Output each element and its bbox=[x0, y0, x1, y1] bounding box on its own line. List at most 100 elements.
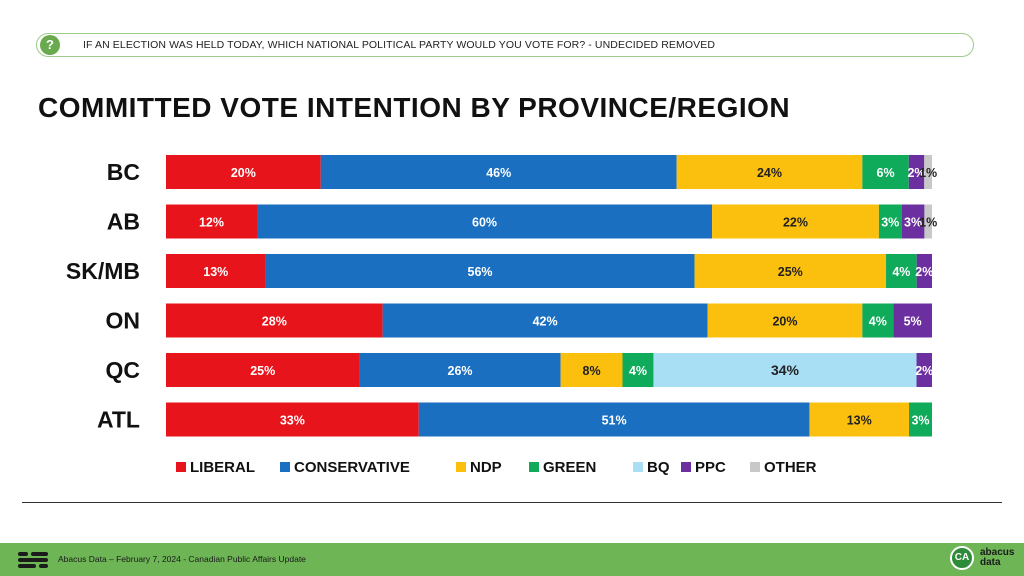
legend-item-green: GREEN bbox=[529, 459, 596, 476]
bar-sk-mb-ndp bbox=[694, 254, 887, 288]
data-label-bc-ndp: 24% bbox=[757, 166, 782, 180]
data-label-qc-ndp: 8% bbox=[583, 364, 601, 378]
bar-sk-mb-ppc bbox=[916, 254, 932, 288]
category-label-bc: BC bbox=[107, 159, 140, 185]
category-label-sk-mb: SK/MB bbox=[66, 258, 140, 284]
legend-label-conservative: CONSERVATIVE bbox=[294, 459, 410, 476]
footer-source: Abacus Data – February 7, 2024 - Canadia… bbox=[58, 554, 306, 564]
chart-title: COMMITTED VOTE INTENTION BY PROVINCE/REG… bbox=[38, 92, 791, 123]
bar-bc-liberal bbox=[166, 155, 321, 189]
abacus-logo-icon bbox=[18, 552, 48, 568]
data-label-ab-green: 3% bbox=[881, 216, 899, 230]
legend-item-other: OTHER bbox=[750, 459, 817, 476]
data-label-ab-conservative: 60% bbox=[472, 216, 497, 230]
legend-item-conservative: CONSERVATIVE bbox=[280, 459, 410, 476]
bar-qc-bq bbox=[653, 353, 917, 387]
legend-item-ppc: PPC bbox=[681, 459, 726, 476]
bar-ab-liberal bbox=[166, 204, 258, 239]
bar-atl-green bbox=[909, 402, 932, 437]
bar-qc-liberal bbox=[166, 353, 360, 387]
data-label-ab-ndp: 22% bbox=[783, 216, 808, 230]
category-label-qc: QC bbox=[106, 357, 141, 383]
bar-on-liberal bbox=[166, 303, 383, 338]
brand-line-1: abacus bbox=[980, 547, 1015, 558]
category-label-on: ON bbox=[106, 308, 141, 334]
legend-swatch-conservative bbox=[280, 462, 290, 472]
bar-ab-ndp bbox=[712, 204, 879, 239]
bar-on-ppc bbox=[893, 303, 932, 338]
data-label-atl-conservative: 51% bbox=[602, 414, 627, 428]
bar-bc-ppc bbox=[908, 155, 925, 189]
bar-qc-ppc bbox=[916, 353, 932, 387]
legend-swatch-other bbox=[750, 462, 760, 472]
data-label-qc-bq: 34% bbox=[771, 362, 800, 378]
bar-atl-conservative bbox=[418, 402, 810, 437]
data-label-sk-mb-ppc: 2% bbox=[915, 265, 933, 279]
bar-qc-green bbox=[622, 353, 654, 387]
footer: Abacus Data – February 7, 2024 - Canadia… bbox=[0, 543, 1024, 576]
data-label-on-conservative: 42% bbox=[533, 315, 558, 329]
category-label-ab: AB bbox=[107, 209, 140, 235]
data-label-ab-ppc: 3% bbox=[904, 216, 922, 230]
question-icon: ? bbox=[40, 35, 60, 55]
data-label-bc-ppc: 2% bbox=[907, 166, 925, 180]
legend-swatch-ppc bbox=[681, 462, 691, 472]
bar-ab-green bbox=[878, 204, 902, 239]
legend-item-ndp: NDP bbox=[456, 459, 502, 476]
bar-ab-conservative bbox=[257, 204, 713, 239]
bar-sk-mb-liberal bbox=[166, 254, 266, 288]
stacked-bar-chart: BC 20% 46% 24% 6% 2%1%AB 12% 60% 22% 3% 3%1%SK/MB 1… bbox=[66, 155, 937, 476]
data-label-on-ndp: 20% bbox=[772, 315, 797, 329]
data-label-bc-liberal: 20% bbox=[231, 166, 256, 180]
data-label-on-green: 4% bbox=[869, 315, 887, 329]
data-label-sk-mb-liberal: 13% bbox=[203, 265, 228, 279]
data-label-qc-liberal: 25% bbox=[250, 364, 275, 378]
question-banner: ? IF AN ELECTION WAS HELD TODAY, WHICH N… bbox=[36, 33, 974, 57]
data-label-atl-ndp: 13% bbox=[847, 414, 872, 428]
ca-badge-icon: CA bbox=[950, 546, 974, 570]
legend-swatch-liberal bbox=[176, 462, 186, 472]
data-label-on-ppc: 5% bbox=[904, 315, 922, 329]
legend-swatch-bq bbox=[633, 462, 643, 472]
data-label-ab-liberal: 12% bbox=[199, 216, 224, 230]
data-label-qc-ppc: 2% bbox=[915, 364, 933, 378]
legend-label-bq: BQ bbox=[647, 459, 670, 476]
brand-line-2: data bbox=[980, 557, 1001, 568]
data-label-sk-mb-green: 4% bbox=[892, 265, 910, 279]
bar-atl-liberal bbox=[166, 402, 419, 437]
legend-label-ppc: PPC bbox=[695, 459, 726, 476]
data-label-sk-mb-ndp: 25% bbox=[778, 265, 803, 279]
bar-on-conservative bbox=[382, 303, 708, 338]
bar-on-green bbox=[862, 303, 894, 338]
bar-bc-other bbox=[924, 155, 932, 189]
brand-wordmark: abacus data bbox=[980, 548, 1014, 568]
legend-item-liberal: LIBERAL bbox=[176, 459, 255, 476]
bar-bc-ndp bbox=[676, 155, 863, 189]
legend-label-liberal: LIBERAL bbox=[190, 459, 255, 476]
data-label-bc-other: 1% bbox=[919, 166, 937, 180]
bar-ab-ppc bbox=[901, 204, 925, 239]
bar-on-ndp bbox=[707, 303, 863, 338]
data-label-bc-conservative: 46% bbox=[486, 166, 511, 180]
data-label-bc-green: 6% bbox=[877, 166, 895, 180]
data-label-atl-liberal: 33% bbox=[280, 414, 305, 428]
category-label-atl: ATL bbox=[97, 407, 140, 433]
legend-swatch-ndp bbox=[456, 462, 466, 472]
bar-bc-green bbox=[862, 155, 909, 189]
legend-swatch-green bbox=[529, 462, 539, 472]
bar-qc-ndp bbox=[560, 353, 623, 387]
data-label-on-liberal: 28% bbox=[262, 315, 287, 329]
legend-item-bq: BQ bbox=[633, 459, 670, 476]
legend-label-green: GREEN bbox=[543, 459, 596, 476]
bar-sk-mb-green bbox=[886, 254, 917, 288]
data-label-sk-mb-conservative: 56% bbox=[468, 265, 493, 279]
question-text: IF AN ELECTION WAS HELD TODAY, WHICH NAT… bbox=[83, 39, 716, 51]
bar-sk-mb-conservative bbox=[265, 254, 695, 288]
bar-ab-other bbox=[924, 204, 932, 239]
data-label-ab-other: 1% bbox=[919, 216, 937, 230]
data-label-atl-green: 3% bbox=[911, 414, 929, 428]
bar-bc-conservative bbox=[320, 155, 677, 189]
bar-atl-ndp bbox=[809, 402, 910, 437]
data-label-qc-green: 4% bbox=[629, 364, 647, 378]
legend-label-ndp: NDP bbox=[470, 459, 502, 476]
